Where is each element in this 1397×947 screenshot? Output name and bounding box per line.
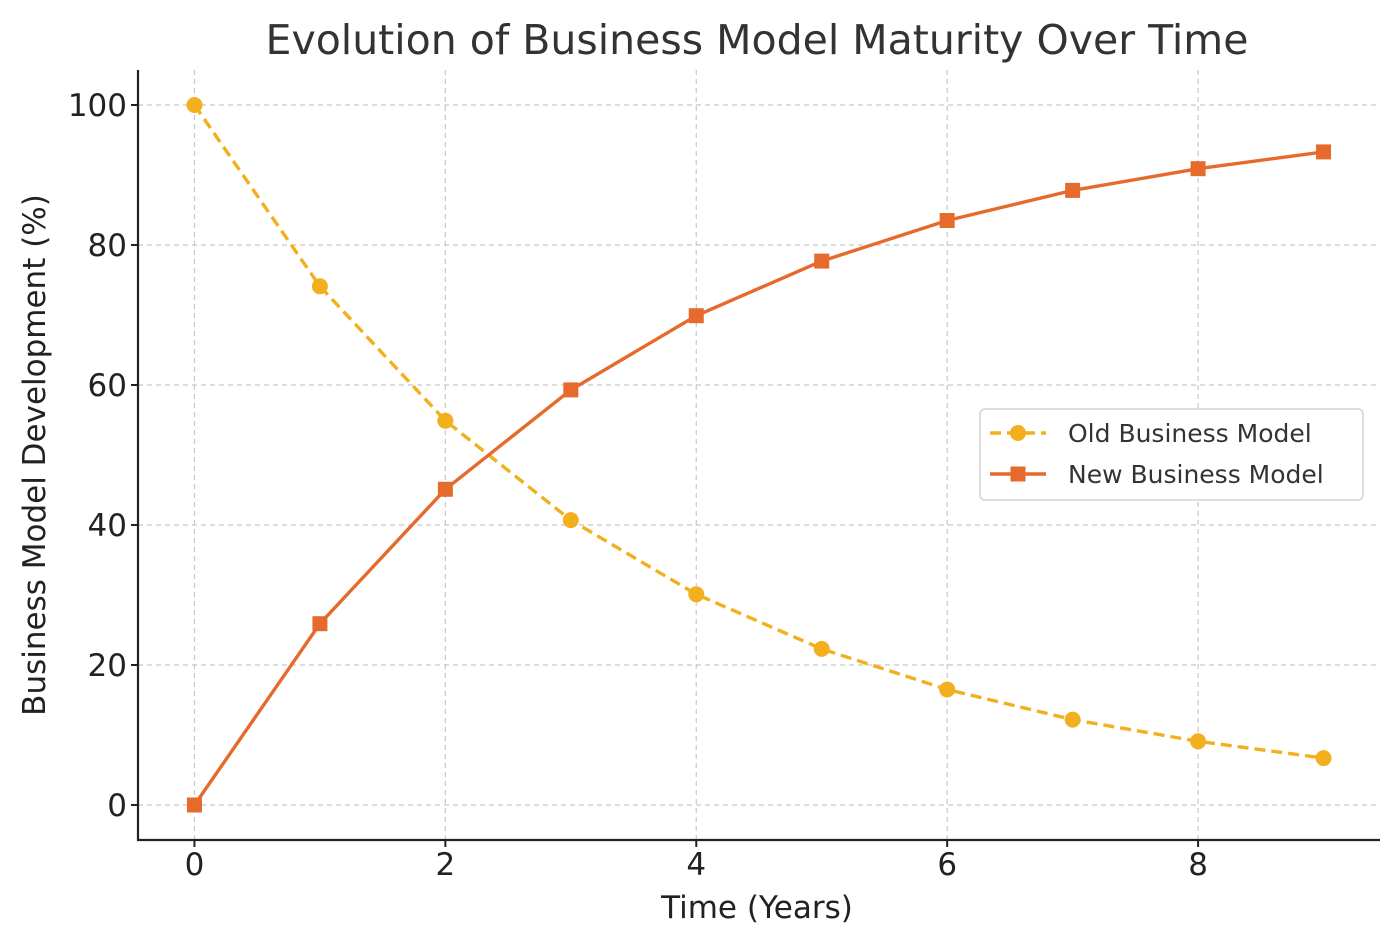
- series-old-business-model: [186, 97, 1332, 767]
- grid-lines: [138, 70, 1380, 840]
- data-point: [1065, 182, 1081, 198]
- y-tick-label: 0: [107, 788, 127, 824]
- data-point: [1316, 144, 1332, 160]
- legend-label-old: Old Business Model: [1068, 419, 1312, 448]
- x-tick-label: 4: [686, 847, 706, 883]
- y-tick-label: 80: [88, 228, 127, 264]
- plot-area: [186, 97, 1332, 813]
- data-point: [562, 512, 579, 529]
- series-line: [193, 104, 1324, 760]
- data-point: [312, 616, 328, 632]
- x-axis-label: Time (Years): [660, 890, 853, 926]
- y-tick-label: 40: [88, 508, 127, 544]
- chart-title: Evolution of Business Model Maturity Ove…: [266, 16, 1249, 64]
- legend-marker-old: [1010, 425, 1026, 441]
- data-point: [688, 586, 705, 603]
- axes: [136, 70, 1380, 842]
- axis-spines: [136, 70, 1380, 842]
- legend-box: [979, 408, 1364, 501]
- data-point: [437, 412, 454, 429]
- x-tick-label: 0: [185, 847, 205, 883]
- data-point: [563, 382, 579, 398]
- y-tick-label: 100: [68, 88, 127, 124]
- x-tick-label: 6: [937, 847, 957, 883]
- data-point: [939, 681, 956, 698]
- series-new-business-model: [186, 144, 1332, 813]
- data-point: [813, 640, 830, 657]
- data-point: [1190, 733, 1207, 750]
- data-point: [437, 481, 453, 497]
- data-point: [939, 213, 955, 228]
- legend-label-new: New Business Model: [1068, 460, 1324, 489]
- data-point: [1064, 711, 1081, 728]
- y-tick-label: 20: [88, 648, 127, 684]
- data-point: [1315, 750, 1332, 767]
- data-point: [186, 97, 203, 113]
- data-point: [186, 797, 202, 813]
- y-axis-label: Business Model Development (%): [17, 194, 53, 716]
- data-point: [311, 278, 328, 295]
- x-tick-label: 8: [1188, 847, 1208, 883]
- data-point: [688, 308, 704, 324]
- x-tick-label: 2: [435, 847, 455, 883]
- legend-marker-new: [1010, 466, 1026, 482]
- y-tick-label: 60: [88, 368, 127, 404]
- legend: Old Business Model New Business Model: [979, 408, 1364, 501]
- data-point: [1190, 161, 1206, 177]
- series-line: [193, 150, 1324, 806]
- data-point: [814, 253, 830, 269]
